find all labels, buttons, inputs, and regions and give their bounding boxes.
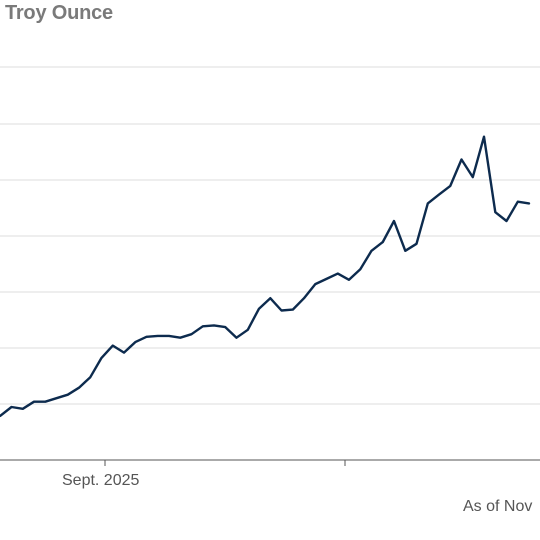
series-line-1 [0,135,531,418]
x-tick-label-sept-2025: Sept. 2025 [62,472,140,489]
as-of-footnote: As of Nov [463,498,533,515]
chart-title: r Troy Ounce [0,2,113,24]
x-axis [0,459,540,466]
series-group [0,135,531,418]
gridlines [0,66,540,405]
